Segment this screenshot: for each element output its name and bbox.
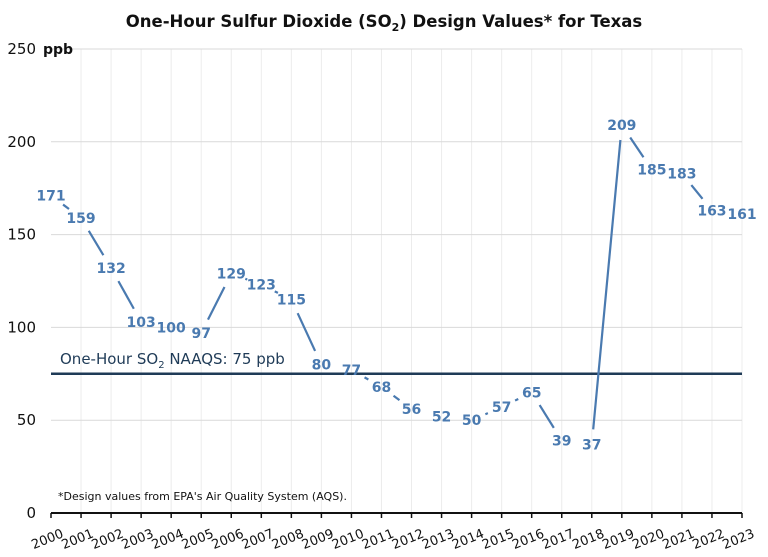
series-segment (690, 184, 704, 200)
data-label: 57 (492, 400, 511, 416)
data-label: 52 (432, 409, 451, 425)
data-label: 163 (697, 203, 726, 219)
data-label: 183 (667, 166, 696, 182)
naaqs-label-part: One-Hour SO (60, 350, 158, 368)
series-line-group (62, 136, 704, 430)
series-segment (538, 404, 555, 429)
data-label: 39 (552, 434, 571, 450)
naaqs-label-part: NAAQS: 75 ppb (165, 350, 285, 368)
y-tick-label: 250 (7, 40, 36, 58)
data-label: 129 (217, 267, 246, 283)
y-tick-label: 100 (7, 318, 36, 336)
data-label: 50 (462, 413, 482, 429)
data-label: 77 (342, 363, 361, 379)
data-label: 37 (582, 437, 601, 453)
series-segment (364, 376, 369, 381)
naaqs-label-subscript: 2 (158, 360, 164, 371)
data-label: 123 (247, 278, 276, 294)
y-tick-label: 0 (26, 504, 36, 522)
series-segment (514, 398, 519, 402)
series-segment (62, 203, 70, 210)
axes: 0501001502002502000200120022003200420052… (7, 40, 756, 553)
title-part: ) Design Values* for Texas (399, 12, 642, 31)
y-tick-label: 200 (7, 133, 36, 151)
naaqs-label: One-Hour SO2 NAAQS: 75 ppb (60, 350, 285, 371)
data-label: 80 (312, 358, 332, 374)
chart-title: One-Hour Sulfur Dioxide (SO2) Design Val… (126, 12, 643, 34)
y-tick-label: 50 (17, 411, 36, 429)
x-tick-label: 2023 (721, 527, 757, 553)
series-segment (274, 290, 279, 294)
footnote: *Design values from EPA's Air Quality Sy… (58, 490, 347, 503)
data-label: 159 (66, 211, 95, 227)
data-label: 185 (637, 163, 666, 179)
data-label: 171 (36, 189, 65, 205)
data-label: 65 (522, 385, 541, 401)
y-tick-label: 150 (7, 226, 36, 244)
data-label: 100 (157, 320, 186, 336)
title-subscript: 2 (392, 21, 400, 34)
series-segment (244, 277, 248, 281)
series-segment (207, 286, 226, 321)
data-label: 56 (402, 402, 421, 418)
series-segment (392, 394, 401, 402)
data-label: 97 (191, 326, 210, 342)
data-label: 209 (607, 118, 636, 134)
data-label: 132 (96, 261, 125, 277)
series-segment (484, 412, 489, 416)
series-segment (117, 280, 135, 310)
title-part: One-Hour Sulfur Dioxide (SO (126, 12, 392, 31)
data-label: 68 (372, 380, 391, 396)
gridlines (51, 48, 743, 513)
data-label: 161 (727, 207, 756, 223)
series-segment (87, 230, 105, 256)
y-unit-label: ppb (43, 42, 73, 58)
data-label: 115 (277, 293, 306, 309)
series-segment (296, 312, 317, 352)
data-label: 103 (127, 315, 156, 331)
series-segment (592, 139, 622, 430)
series-segment (629, 136, 645, 158)
